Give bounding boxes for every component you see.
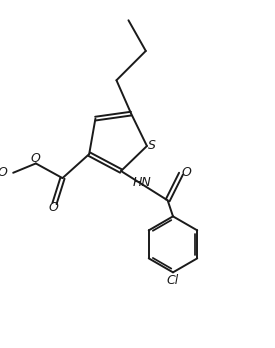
Text: HN: HN bbox=[132, 176, 151, 189]
Text: S: S bbox=[148, 140, 156, 152]
Text: O: O bbox=[182, 166, 191, 179]
Text: Cl: Cl bbox=[167, 274, 179, 287]
Text: O: O bbox=[48, 201, 58, 214]
Text: O: O bbox=[0, 166, 7, 179]
Text: O: O bbox=[31, 152, 41, 165]
